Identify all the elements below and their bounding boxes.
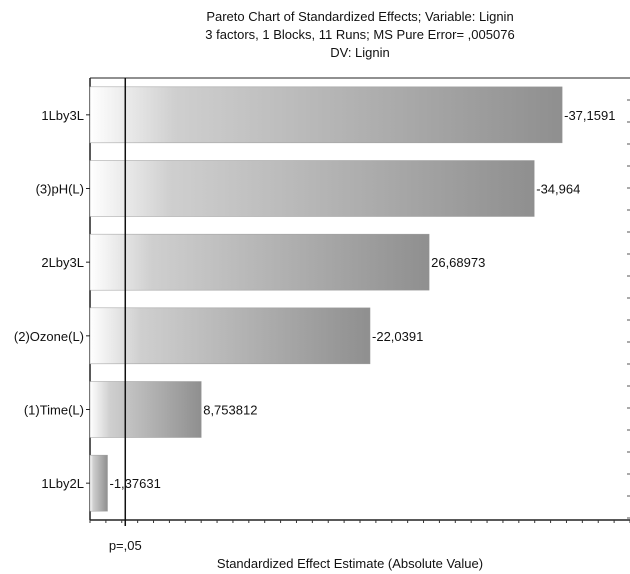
chart-subtitle: 3 factors, 1 Blocks, 11 Runs; MS Pure Er… — [205, 27, 515, 42]
bar — [89, 86, 563, 144]
category-label: 1Lby3L — [41, 108, 84, 123]
data-label: 26,68973 — [431, 255, 485, 270]
data-label: -1,37631 — [109, 476, 160, 491]
data-label: 8,753812 — [203, 403, 257, 418]
chart-title: Pareto Chart of Standardized Effects; Va… — [206, 9, 514, 24]
bar — [89, 233, 430, 291]
category-label: (2)Ozone(L) — [14, 329, 84, 344]
bar — [89, 160, 535, 217]
bar — [89, 381, 202, 438]
plot-area: 1Lby3L -37,1591 (3)pH(L) -34,964 2Lby3L 26,68… — [14, 77, 630, 571]
x-axis-title: Standardized Effect Estimate (Absolute V… — [217, 556, 483, 571]
category-label: 1Lby2L — [41, 476, 84, 491]
bar — [89, 307, 371, 365]
chart-subtitle-dv: DV: Lignin — [330, 45, 390, 60]
data-label: -22,0391 — [372, 329, 423, 344]
significance-label: p=,05 — [109, 538, 142, 553]
data-label: -37,1591 — [564, 108, 615, 123]
category-label: (3)pH(L) — [36, 182, 84, 197]
category-label: 2Lby3L — [41, 255, 84, 270]
category-label: (1)Time(L) — [24, 403, 84, 418]
data-label: -34,964 — [536, 182, 580, 197]
bar — [89, 454, 108, 512]
